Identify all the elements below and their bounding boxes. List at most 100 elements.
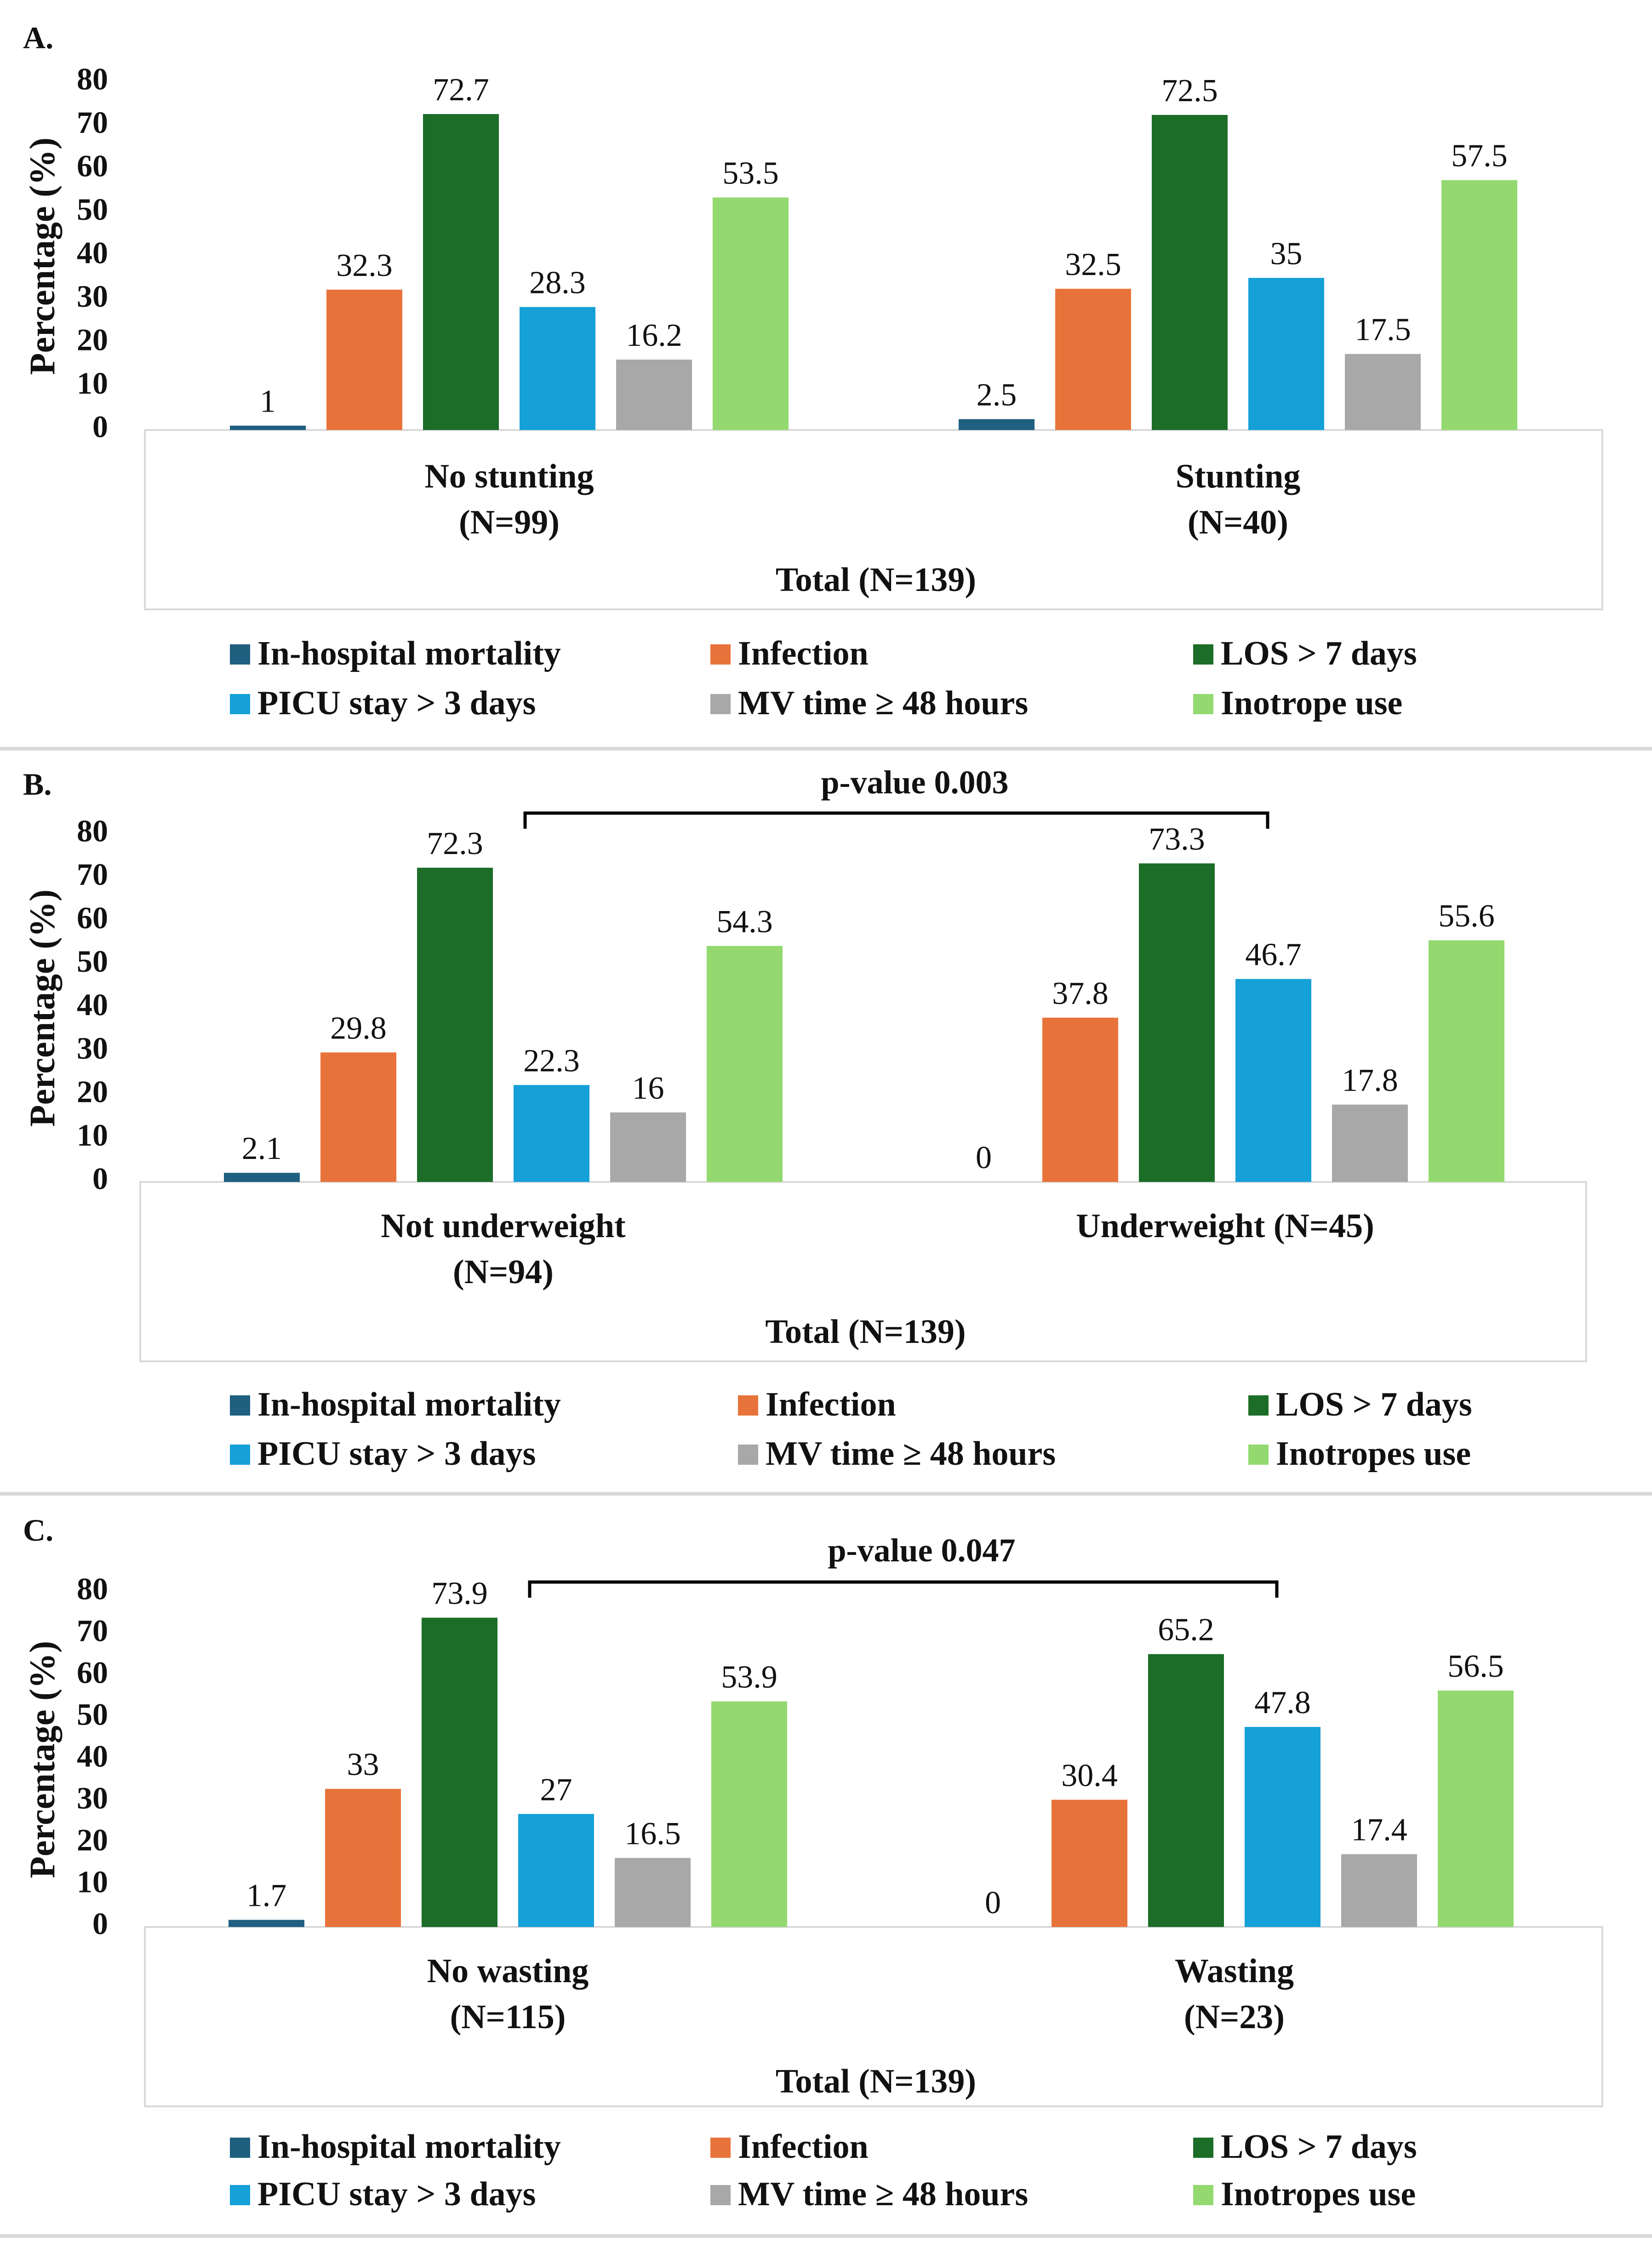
legend-label: LOS > 7 days xyxy=(1221,2128,1417,2166)
bar-data-label: 55.6 xyxy=(1438,899,1495,934)
legend-swatch-5 xyxy=(710,694,731,714)
bar-data-label: 53.9 xyxy=(721,1660,777,1695)
bar-data-label: 16.5 xyxy=(624,1816,681,1852)
p-value-label: p-value 0.047 xyxy=(828,1532,1015,1569)
legend-label: LOS > 7 days xyxy=(1276,1386,1472,1423)
legend-label: Infection xyxy=(738,2128,869,2166)
bar-1-group-1 xyxy=(230,425,306,430)
y-tick-label: 60 xyxy=(77,1655,108,1690)
chart-panel-1: A. Percentage (%) 0 10 20 30 40 50 60 70 80 1 32.3 72… xyxy=(0,20,1652,751)
bar-data-label: 35 xyxy=(1270,236,1303,271)
x-axis-title: Total (N=139) xyxy=(776,2063,976,2100)
category-label: No wasting xyxy=(427,1952,589,1990)
y-tick-label: 0 xyxy=(92,409,108,444)
bar-data-label: 72.3 xyxy=(427,826,483,861)
bar-data-label: 27 xyxy=(540,1772,572,1807)
legend-swatch-4 xyxy=(230,694,250,714)
category-label: Wasting xyxy=(1175,1952,1294,1990)
bar-data-label: 0 xyxy=(985,1885,1001,1921)
legend-swatch-5 xyxy=(710,2185,731,2205)
bar-data-label: 16.2 xyxy=(626,318,682,353)
y-tick-label: 40 xyxy=(77,235,108,270)
y-tick-label: 70 xyxy=(77,857,108,892)
bar-data-label: 0 xyxy=(976,1140,992,1175)
bar-1-group-2 xyxy=(959,419,1035,430)
chart-panel-2: B. Percentage (%) 0 10 20 30 40 50 60 70 80 2.1 29.8… xyxy=(0,764,1652,1496)
y-tick-label: 60 xyxy=(77,900,108,935)
bar-data-label: 28.3 xyxy=(529,265,586,301)
legend-swatch-6 xyxy=(1248,1445,1269,1465)
y-tick-label: 0 xyxy=(92,1906,108,1941)
bar-data-label: 72.7 xyxy=(433,72,489,108)
legend-label: LOS > 7 days xyxy=(1221,635,1417,672)
legend-swatch-1 xyxy=(230,1395,250,1416)
bar-data-label: 17.5 xyxy=(1355,312,1411,348)
p-value-bracket xyxy=(528,1580,1279,1598)
bar-6-group-1 xyxy=(711,1701,787,1927)
category-label: (N=94) xyxy=(453,1253,554,1291)
bar-data-label: 73.3 xyxy=(1149,821,1205,857)
bar-data-label: 32.5 xyxy=(1065,247,1121,282)
legend-label: Inotropes use xyxy=(1276,1435,1471,1473)
legend-swatch-3 xyxy=(1193,644,1213,665)
bar-5-group-1 xyxy=(610,1112,686,1182)
bar-4-group-2 xyxy=(1248,278,1324,430)
bar-6-group-1 xyxy=(707,946,783,1182)
y-tick-label: 40 xyxy=(77,987,108,1022)
bar-6-group-2 xyxy=(1441,180,1517,430)
bar-4-group-1 xyxy=(514,1085,589,1182)
bar-3-group-2 xyxy=(1152,115,1228,430)
bar-data-label: 16 xyxy=(632,1071,664,1106)
bar-data-label: 1.7 xyxy=(246,1878,287,1914)
bar-3-group-1 xyxy=(423,114,499,430)
bar-4-group-1 xyxy=(520,307,595,430)
y-axis-label: Percentage (%) xyxy=(22,138,62,375)
bar-4-group-2 xyxy=(1235,979,1311,1182)
bar-data-label: 73.9 xyxy=(431,1576,488,1611)
bar-1-group-1 xyxy=(224,1173,300,1182)
bar-data-label: 22.3 xyxy=(523,1043,580,1078)
legend-label: In-hospital mortality xyxy=(257,1386,561,1423)
bar-data-label: 33 xyxy=(347,1747,379,1783)
panel-letter: B. xyxy=(23,767,51,802)
y-tick-label: 40 xyxy=(77,1739,108,1774)
legend-label: In-hospital mortality xyxy=(257,2128,561,2166)
bar-data-label: 56.5 xyxy=(1447,1649,1504,1684)
y-tick-label: 80 xyxy=(77,1571,108,1606)
y-tick-label: 60 xyxy=(77,149,108,183)
p-value-bracket xyxy=(523,811,1269,829)
category-label: (N=23) xyxy=(1184,1998,1285,2036)
y-tick-label: 10 xyxy=(77,1864,108,1899)
bar-2-group-2 xyxy=(1052,1800,1127,1927)
bar-6-group-2 xyxy=(1429,940,1504,1182)
panel-letter: C. xyxy=(23,1513,53,1548)
y-tick-label: 30 xyxy=(77,1781,108,1816)
legend-label: PICU stay > 3 days xyxy=(257,1435,536,1473)
legend-label: PICU stay > 3 days xyxy=(257,684,536,722)
bar-3-group-1 xyxy=(422,1617,497,1927)
category-label: (N=99) xyxy=(459,504,560,541)
legend-swatch-5 xyxy=(738,1445,758,1465)
bar-2-group-1 xyxy=(320,1052,396,1182)
bar-3-group-1 xyxy=(417,867,493,1182)
y-axis-label: Percentage (%) xyxy=(22,1641,62,1878)
legend-label: Inotropes use xyxy=(1221,2175,1416,2213)
y-tick-label: 80 xyxy=(77,814,108,849)
y-tick-label: 50 xyxy=(77,1697,108,1732)
bar-data-label: 29.8 xyxy=(330,1010,387,1046)
legend-swatch-6 xyxy=(1193,2185,1213,2205)
bar-data-label: 54.3 xyxy=(716,904,773,940)
bar-3-group-2 xyxy=(1139,863,1215,1182)
legend-swatch-2 xyxy=(710,2138,731,2158)
y-tick-label: 50 xyxy=(77,944,108,979)
bar-data-label: 32.3 xyxy=(336,248,393,283)
y-tick-label: 70 xyxy=(77,105,108,140)
x-axis-title: Total (N=139) xyxy=(776,561,976,599)
bar-1-group-1 xyxy=(229,1920,304,1927)
legend-swatch-3 xyxy=(1193,2138,1213,2158)
bar-data-label: 1 xyxy=(260,384,276,419)
y-axis-label: Percentage (%) xyxy=(22,889,62,1127)
category-label: (N=40) xyxy=(1188,504,1288,541)
x-axis-title: Total (N=139) xyxy=(765,1313,966,1351)
